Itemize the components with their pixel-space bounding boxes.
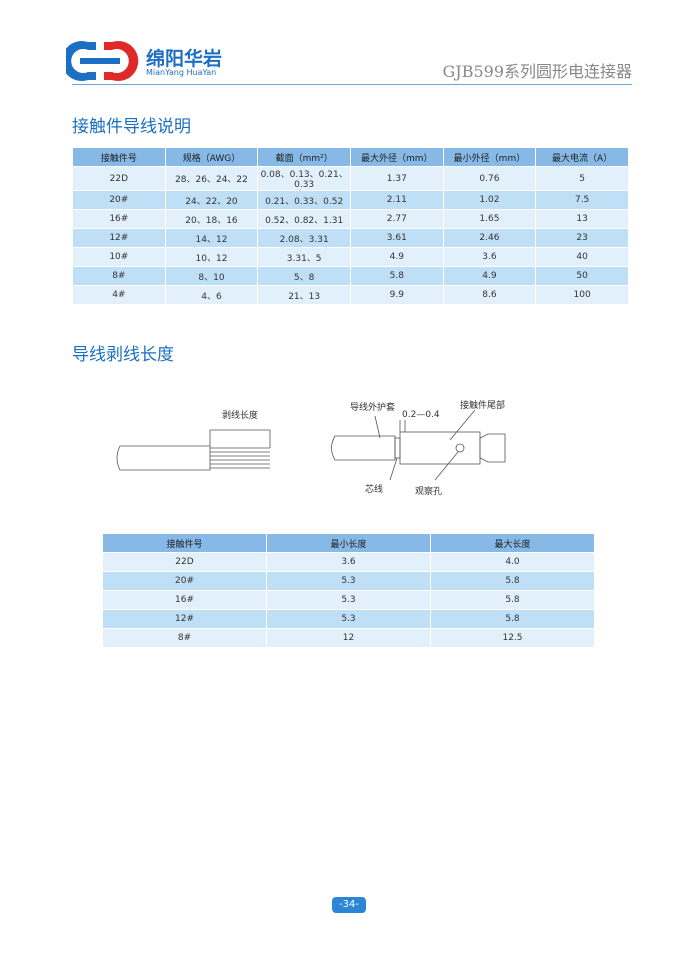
table-cell: 3.6 — [442, 247, 537, 267]
section-title: 导线剥线长度 — [72, 345, 174, 365]
diagram-label: 接触件尾部 — [460, 399, 505, 411]
table-cell: 0.21、0.33、0.52 — [257, 190, 351, 210]
table-cell: 12.5 — [430, 628, 595, 648]
table-cell: 12 — [266, 628, 431, 648]
table-cell: 12# — [102, 609, 267, 629]
column-header: 最小长度 — [266, 533, 431, 553]
column-header: 最大电流（A） — [535, 147, 629, 167]
table-cell: 5.8 — [349, 266, 444, 286]
table-cell: 23 — [535, 228, 629, 248]
table-cell: 4、6 — [164, 285, 259, 305]
table-cell: 8、10 — [164, 266, 259, 286]
logo — [66, 41, 139, 81]
table-row: 20# 24、22、20 0.21、0.33、0.52 2.11 1.02 7.5 — [72, 190, 629, 210]
table-cell: 5.8 — [430, 590, 595, 610]
table-cell: 8.6 — [442, 285, 537, 305]
table-cell: 16# — [72, 209, 166, 229]
diagram-label: 观察孔 — [415, 485, 442, 497]
table-cell: 50 — [535, 266, 629, 286]
company-en: MianYang HuaYan — [146, 68, 217, 77]
table-cell: 1.02 — [442, 190, 537, 210]
table-cell: 20# — [102, 571, 267, 591]
table-cell: 20# — [72, 190, 166, 210]
table-cell: 5.8 — [430, 571, 595, 591]
table-cell: 5、8 — [257, 266, 351, 286]
column-header: 截面（mm²） — [257, 147, 351, 167]
table-cell: 2.77 — [349, 209, 444, 229]
diagram-label: 芯线 — [365, 483, 383, 495]
header-row: 接触件号 最小长度 最大长度 — [102, 533, 595, 553]
table-cell: 22D — [72, 166, 166, 191]
table-cell: 16# — [102, 590, 267, 610]
header-rule — [72, 84, 632, 85]
strip-diagram: 剥线长度 导线外护套 0.2—0.4 接触件尾部 芯线 观察孔 — [116, 399, 506, 497]
table-cell: 5.3 — [266, 571, 431, 591]
table-cell: 4.9 — [442, 266, 537, 286]
diagram-label: 0.2—0.4 — [402, 410, 440, 420]
table-cell: 2.11 — [349, 190, 444, 210]
column-header: 规格（AWG） — [164, 147, 259, 167]
table-row: 8# 8、10 5、8 5.8 4.9 50 — [72, 266, 629, 286]
table-cell: 3.6 — [266, 552, 431, 572]
table-row: 16# 20、18、16 0.52、0.82、1.31 2.77 1.65 13 — [72, 209, 629, 229]
column-header: 接触件号 — [72, 147, 166, 167]
strip-table: 接触件号 最小长度 最大长度 22D 3.6 4.0 20# 5.3 5.8 16# 5.3 5.8 1… — [102, 533, 595, 648]
table-row: 20# 5.3 5.8 — [102, 571, 595, 591]
table-row: 4# 4、6 21、13 9.9 8.6 100 — [72, 285, 629, 305]
table-cell: 8# — [102, 628, 267, 648]
table-cell: 4.9 — [349, 247, 444, 267]
table-cell: 5.3 — [266, 609, 431, 629]
table-row: 22D 3.6 4.0 — [102, 552, 595, 572]
table-cell: 24、22、20 — [164, 190, 259, 210]
table-cell: 1.65 — [442, 209, 537, 229]
column-header: 最大长度 — [430, 533, 595, 553]
table-cell: 22D — [102, 552, 267, 572]
column-header: 最大外径（mm） — [349, 147, 444, 167]
table-cell: 7.5 — [535, 190, 629, 210]
diagram-label: 导线外护套 — [350, 401, 395, 413]
section-title: 接触件导线说明 — [72, 117, 191, 137]
product-title: GJB599系列圆形电连接器 — [442, 62, 633, 81]
table-cell: 0.52、0.82、1.31 — [257, 209, 351, 229]
company-cn: 绵阳华岩 — [146, 48, 223, 70]
table-cell: 5 — [535, 166, 629, 191]
table-cell: 0.76 — [442, 166, 537, 191]
wire-table: 接触件号 规格（AWG） 截面（mm²） 最大外径（mm） 最小外径（mm） 最大电流（A… — [72, 147, 629, 305]
table-cell: 28、26、24、22 — [164, 166, 259, 191]
table-cell: 14、12 — [164, 228, 259, 248]
table-row: 8# 12 12.5 — [102, 628, 595, 648]
table-cell: 4.0 — [430, 552, 595, 572]
table-row: 16# 5.3 5.8 — [102, 590, 595, 610]
page-number: -34- — [332, 897, 366, 913]
table-cell: 0.08、0.13、0.21、0.33 — [257, 166, 351, 191]
diagram-label: 剥线长度 — [222, 409, 258, 421]
column-header: 接触件号 — [102, 533, 267, 553]
table-cell: 100 — [535, 285, 629, 305]
table-row: 10# 10、12 3.31、5 4.9 3.6 40 — [72, 247, 629, 267]
column-header: 最小外径（mm） — [442, 147, 537, 167]
table-cell: 3.61 — [349, 228, 444, 248]
table-cell: 4# — [72, 285, 166, 305]
table-cell: 40 — [535, 247, 629, 267]
table-cell: 2.46 — [442, 228, 537, 248]
table-cell: 3.31、5 — [257, 247, 351, 267]
table-cell: 21、13 — [257, 285, 351, 305]
table-cell: 8# — [72, 266, 166, 286]
table-row: 12# 5.3 5.8 — [102, 609, 595, 629]
table-cell: 9.9 — [349, 285, 444, 305]
table-cell: 20、18、16 — [164, 209, 259, 229]
table-cell: 5.8 — [430, 609, 595, 629]
table-cell: 5.3 — [266, 590, 431, 610]
table-cell: 10、12 — [164, 247, 259, 267]
table-row: 22D 28、26、24、22 0.08、0.13、0.21、0.33 1.37 0.7… — [72, 166, 629, 191]
table-cell: 12# — [72, 228, 166, 248]
table-cell: 1.37 — [349, 166, 444, 191]
table-cell: 10# — [72, 247, 166, 267]
table-cell: 2.08、3.31 — [257, 228, 351, 248]
table-cell: 13 — [535, 209, 629, 229]
header-row: 接触件号 规格（AWG） 截面（mm²） 最大外径（mm） 最小外径（mm） 最大电流（A… — [72, 147, 629, 167]
table-row: 12# 14、12 2.08、3.31 3.61 2.46 23 — [72, 228, 629, 248]
